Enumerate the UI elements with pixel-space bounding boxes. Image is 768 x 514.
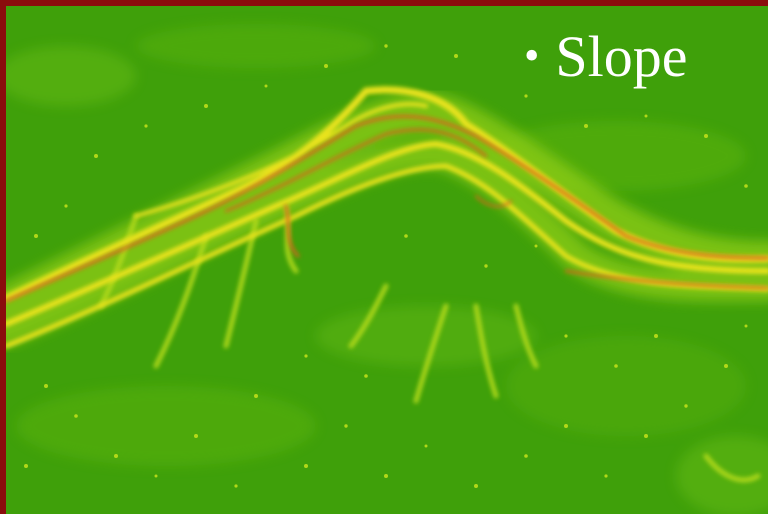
terrain-texture bbox=[6, 24, 768, 514]
bullet-icon: • bbox=[524, 31, 540, 80]
speckles bbox=[24, 44, 748, 488]
gullies bbox=[98, 203, 761, 483]
slope-caption: • Slope bbox=[524, 18, 688, 95]
very-steep-slope-lines bbox=[6, 114, 768, 303]
slope-map bbox=[6, 6, 768, 514]
slope-raster bbox=[6, 6, 768, 514]
caption-text: Slope bbox=[555, 24, 688, 89]
